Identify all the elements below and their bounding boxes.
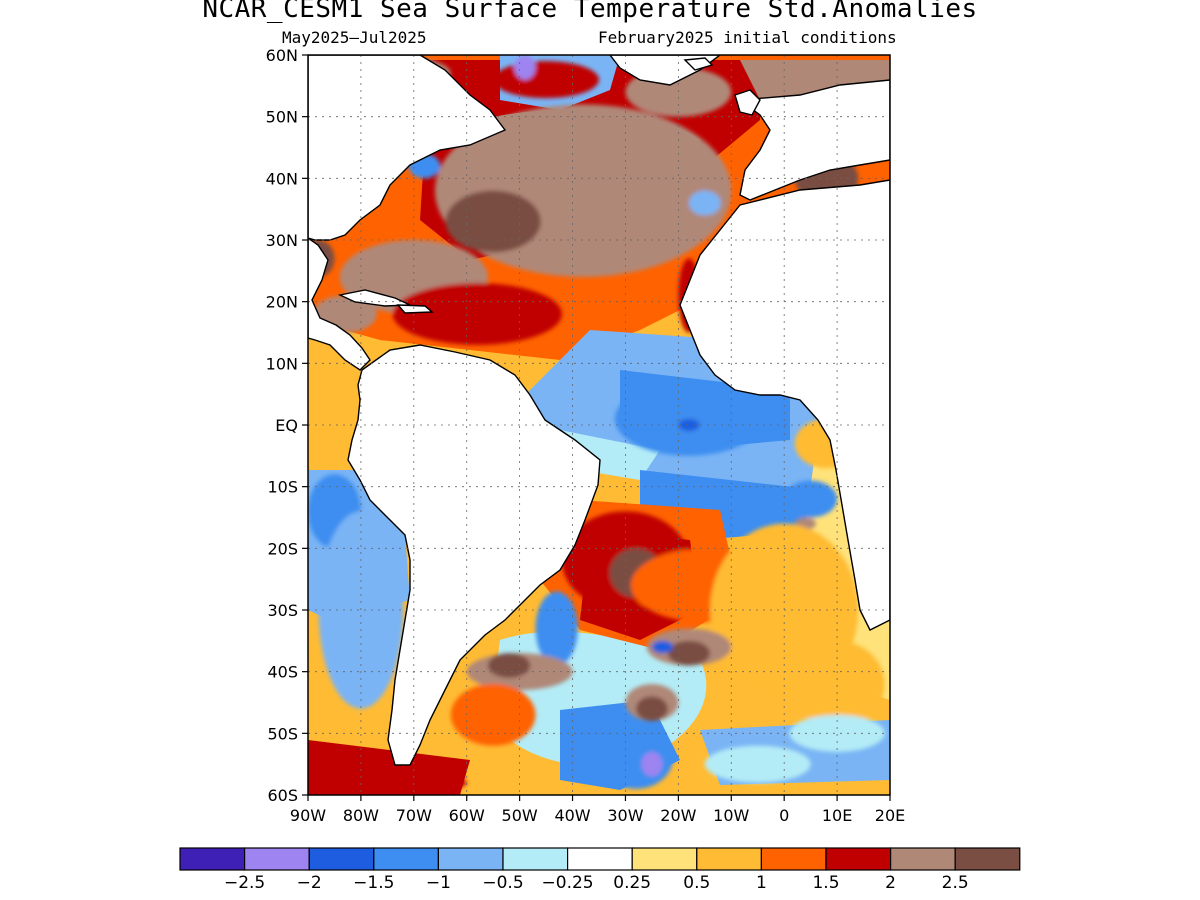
south-america [347,344,601,766]
hispaniola [396,304,434,314]
legend-swatch-1 [244,847,310,871]
british-isles [734,89,761,116]
central-america [308,237,371,371]
legend-label: −2.5 [224,873,265,893]
legend-swatch-3 [373,847,439,871]
legend-swatch-4 [437,847,504,871]
lat-tick-label: 40S [267,663,298,682]
anomaly-region-35 [704,745,811,783]
anomaly-region-8 [493,61,599,99]
initial-conditions-label: February2025 initial conditions [598,28,897,47]
anomaly-region-27 [651,640,674,654]
legend-swatch-2 [308,847,375,871]
legend-swatch-11 [889,847,956,871]
legend-swatch-0 [179,847,246,871]
lon-tick-label: 90W [290,806,326,825]
anomaly-region-12 [688,190,721,216]
lon-tick-label: 80W [343,806,379,825]
legend-label: 0.25 [613,873,651,893]
legend-swatch-8 [696,847,762,871]
legend-label: 0.5 [683,873,710,893]
anomaly-region-34 [641,751,663,777]
legend-label: −1 [426,873,451,893]
graticule [308,55,890,795]
legend-label: 2.5 [942,873,969,893]
africa [679,179,890,631]
anomaly-region-28 [535,591,578,666]
lat-tick-label: 20S [267,539,298,558]
legend-swatch-10 [825,847,892,871]
anomaly-region-30 [487,653,531,678]
legend-swatch-9 [760,847,827,871]
legend-swatch-12 [954,847,1021,871]
lon-tick-label: 40W [554,806,590,825]
north-america [308,55,507,241]
lon-tick-label: 20E [875,806,905,825]
legend-label: 1.5 [812,873,839,893]
legend-swatch-5 [502,847,569,871]
lat-tick-label: 50S [267,724,298,743]
iceland [683,57,714,71]
lat-tick-label: 30N [266,231,298,250]
legend-label: −0.5 [482,873,523,893]
anomaly-region-39 [789,714,885,752]
anomaly-region-37 [450,684,536,746]
map-title: NCAR_CESM1 Sea Surface Temperature Std.A… [202,0,978,24]
anomaly-region-2 [445,190,541,253]
europe [738,79,890,201]
anomaly-region-26 [667,640,711,666]
anomaly-region-32 [636,696,668,722]
lat-tick-label: 40N [266,169,298,188]
legend-label: 2 [885,873,896,893]
lat-tick-label: 60N [266,46,298,65]
lat-tick-label: 10S [267,478,298,497]
legend-swatch-7 [631,847,698,871]
lat-tick-label: 30S [267,601,298,620]
legend-label: −0.25 [542,873,594,893]
lat-tick-label: 20N [266,293,298,312]
anomaly-region-15 [678,418,700,432]
longitude-axis: 90W 80W 70W 60W 50W 40W 30W 20W 10W 0 10E 20E [290,795,905,825]
lon-tick-label: 60W [449,806,485,825]
forecast-period-label: May2025–Jul2025 [282,28,427,47]
latitude-axis: 60N 50N 40N 30N 20N 10N EQ 10S 20S 30S 40S 50S 60S [266,46,308,805]
lat-tick-label: EQ [275,416,298,435]
anomaly-region-17 [784,480,838,518]
anomaly-region-38 [789,640,885,728]
lat-tick-label: 60S [267,786,298,805]
anomaly-region-33 [599,727,674,789]
legend-label: −1.5 [353,873,394,893]
color-legend: −2.5 −2 −1.5 −1 −0.5 −0.25 0.25 0.5 1 1.5 2 2.5 [179,847,1021,893]
lon-tick-label: 30W [607,806,643,825]
lon-tick-label: 50W [502,806,538,825]
lat-tick-label: 50N [266,108,298,127]
anomaly-region-10 [514,55,536,80]
lon-tick-label: 20W [660,806,696,825]
legend-label: 1 [756,873,767,893]
lon-tick-label: 0 [779,806,789,825]
lon-tick-label: 10E [822,806,852,825]
lat-tick-label: 10N [266,354,298,373]
legend-label: −2 [297,873,322,893]
legend-swatch-6 [566,847,633,871]
anomaly-region-4 [392,283,562,345]
lon-tick-label: 70W [396,806,432,825]
anomaly-region-36 [308,770,467,795]
lon-tick-label: 10W [713,806,749,825]
